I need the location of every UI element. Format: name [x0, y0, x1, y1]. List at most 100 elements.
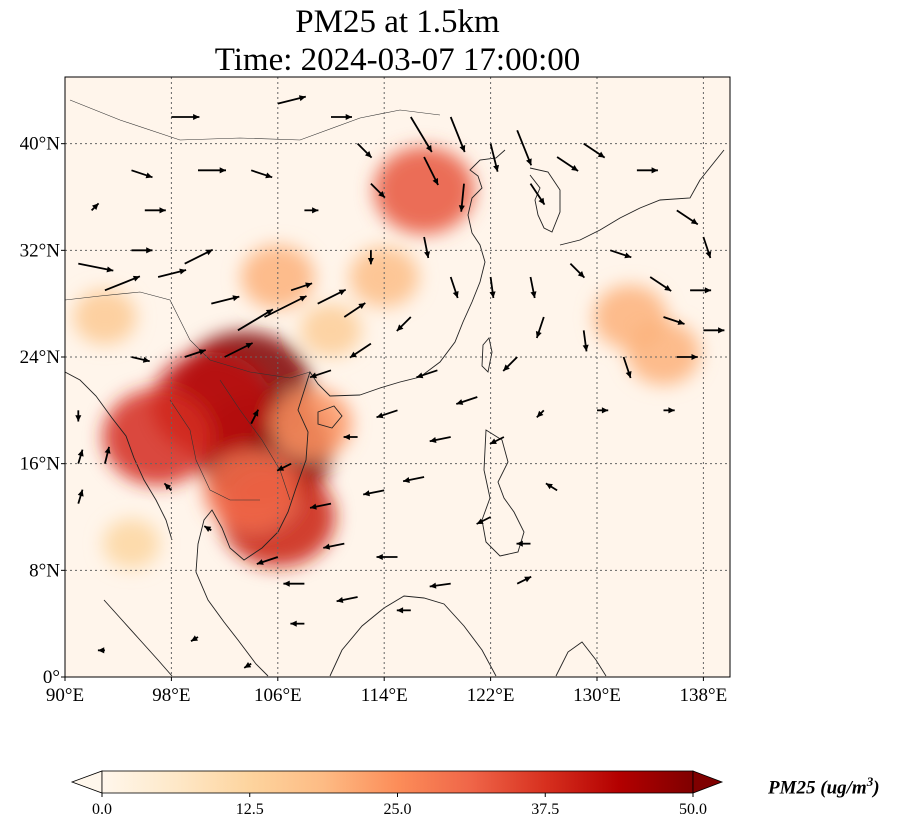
coastline-indochina: [195, 370, 361, 677]
latitude-ticks: 0° 8°N 16°N 24°N 32°N 40°N: [20, 134, 65, 688]
wind-arrow: [131, 169, 153, 179]
wind-arrow: [556, 156, 579, 172]
pm25-hotspot: [373, 146, 475, 235]
colorbar-bar: [101, 770, 694, 794]
wind-arrow: [363, 489, 385, 497]
wind-arrow: [336, 596, 358, 603]
map-title-line2: Time: 2024-03-07 17:00:00: [214, 42, 581, 78]
wind-arrow: [198, 167, 226, 174]
wind-arrow: [78, 262, 114, 273]
wind-arrow: [243, 662, 252, 669]
wind-arrow: [211, 295, 240, 305]
wind-arrow: [343, 433, 358, 441]
wind-arrow: [649, 276, 672, 292]
colorbar-label: PM25 (ug/m3): [768, 774, 880, 799]
colorbar-tick-label: 12.5: [236, 801, 264, 818]
wind-arrow: [256, 556, 279, 565]
wind-arrow: [343, 302, 366, 318]
wind-arrow: [376, 553, 398, 561]
wind-arrow: [370, 183, 386, 199]
coastline-new-guinea: [555, 641, 607, 677]
border-mongolia: [69, 99, 441, 141]
coastline-borneo: [329, 595, 497, 677]
wind-arrow: [396, 316, 412, 332]
pm25-hotspot: [626, 321, 701, 385]
lat-tick-label: 24°N: [20, 347, 61, 368]
wind-arrow: [77, 449, 84, 464]
wind-arrow: [663, 316, 685, 325]
colorbar-extend-left: [70, 770, 103, 794]
wind-arrow: [290, 282, 313, 292]
lat-tick-label: 8°N: [29, 560, 60, 581]
wind-arrow: [323, 542, 345, 550]
map-frame: [64, 76, 731, 678]
country-borders: [65, 99, 441, 501]
lat-tick-label: 32°N: [20, 240, 61, 261]
wind-arrow: [237, 308, 274, 332]
colorbar-ticks: 0.0 12.5 25.0 37.5 50.0: [92, 793, 707, 818]
wind-arrow: [702, 236, 712, 259]
coastline-taiwan: [481, 337, 493, 373]
wind-arrow: [75, 410, 82, 422]
wind-arrow: [396, 607, 411, 614]
map-gridlines: [65, 77, 730, 677]
wind-arrow: [545, 482, 558, 492]
wind-arrow: [131, 356, 150, 363]
pm25-hotspot: [102, 518, 161, 569]
lon-tick-label: 138°E: [680, 685, 728, 706]
wind-vectors: [75, 95, 725, 669]
wind-arrow: [516, 540, 531, 547]
pm25-hotspot: [270, 388, 352, 460]
wind-arrow: [203, 525, 212, 532]
wind-arrow: [489, 436, 505, 445]
pm25-hotspot: [102, 388, 214, 486]
wind-arrow: [104, 446, 111, 464]
wind-arrow: [676, 209, 699, 226]
wind-arrow: [97, 647, 105, 654]
wind-arrow: [516, 129, 533, 166]
wind-arrow: [423, 156, 439, 186]
colorbar: 0.0 12.5 25.0 37.5 50.0: [70, 770, 724, 818]
wind-arrow: [367, 250, 374, 265]
wind-arrow: [636, 167, 658, 174]
wind-arrow: [516, 575, 532, 585]
wind-arrow: [597, 407, 609, 414]
pm25-hotspot: [73, 289, 137, 345]
wind-arrow: [429, 582, 451, 589]
pm25-hotspot: [204, 449, 299, 532]
wind-arrow: [250, 169, 273, 179]
wind-arrow: [144, 207, 166, 214]
lon-tick-label: 122°E: [467, 685, 515, 706]
colorbar-extend-right: [692, 770, 724, 794]
wind-arrow: [290, 620, 305, 627]
wind-arrow: [309, 369, 332, 379]
border-laos-vietnam: [219, 379, 291, 501]
wind-arrow: [190, 635, 199, 642]
wind-arrow: [277, 95, 307, 105]
wind-arrow: [349, 342, 372, 359]
lon-tick-label: 114°E: [361, 685, 408, 706]
wind-arrow: [157, 268, 187, 278]
pm25-hotspot: [300, 303, 362, 357]
colorbar-label-text: PM25 (ug/m: [768, 777, 867, 799]
wind-arrow: [331, 113, 352, 121]
wind-arrow: [356, 143, 373, 159]
wind-arrow: [703, 327, 725, 334]
lon-tick-label: 130°E: [573, 685, 621, 706]
wind-arrow: [456, 396, 478, 405]
wind-arrow: [90, 202, 100, 211]
map-title-line1: PM25 at 1.5km: [295, 4, 500, 40]
wind-arrow: [458, 183, 465, 212]
wind-arrow: [283, 580, 305, 587]
wind-arrow: [309, 502, 332, 510]
map-plot-area: [64, 76, 731, 678]
wind-arrow: [622, 356, 632, 379]
wind-arrow: [171, 113, 200, 121]
lon-tick-label: 90°E: [46, 685, 84, 706]
wind-arrow: [610, 249, 632, 259]
wind-arrow: [569, 263, 586, 279]
lat-tick-label: 0°: [43, 667, 60, 688]
border-thailand: [169, 399, 260, 501]
colorbar-tick-label: 37.5: [531, 801, 559, 818]
